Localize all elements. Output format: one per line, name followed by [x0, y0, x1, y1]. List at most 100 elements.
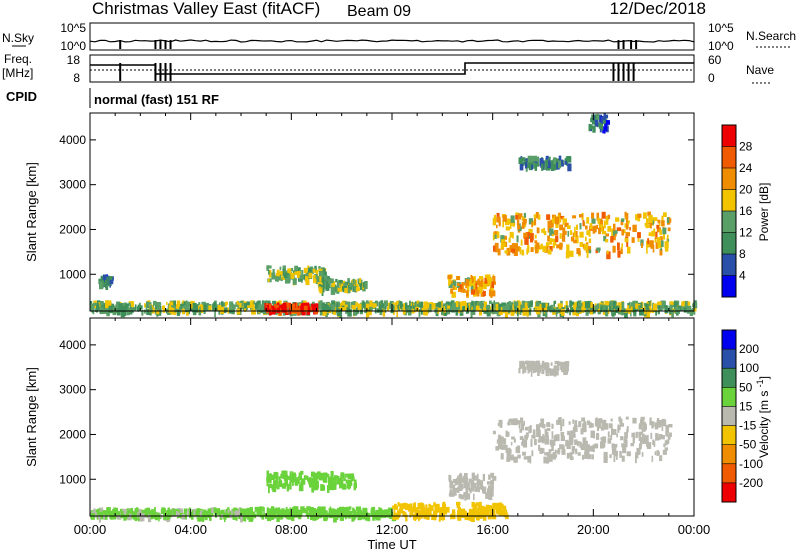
echo-cell — [640, 419, 643, 427]
echo-cell — [626, 451, 631, 457]
echo-cell — [314, 303, 319, 311]
colorbar-tick-label: 100 — [739, 361, 759, 375]
echo-cell — [612, 235, 616, 241]
echo-cell — [328, 512, 332, 517]
echo-cell — [594, 305, 598, 311]
echo-cell — [387, 507, 392, 513]
echo-cell — [635, 214, 638, 221]
echo-cell — [586, 421, 590, 425]
echo-cell — [289, 507, 292, 513]
echo-cell — [667, 238, 670, 243]
echo-cell — [647, 211, 651, 217]
echo-cell — [654, 451, 657, 456]
echo-cell — [313, 274, 318, 279]
echo-cell — [247, 508, 252, 515]
y-tick-label: 4000 — [59, 338, 86, 352]
echo-cell — [470, 274, 473, 279]
echo-cell — [349, 510, 353, 515]
echo-cell — [554, 216, 560, 225]
time-tick-label: 16:00 — [476, 522, 509, 537]
echo-cell — [327, 279, 332, 284]
echo-cell — [286, 302, 290, 309]
echo-cell — [555, 161, 557, 170]
echo-cell — [278, 308, 282, 316]
echo-cell — [366, 300, 369, 305]
echo-cell — [472, 508, 477, 515]
echo-cell — [275, 304, 279, 308]
echo-cell — [469, 278, 472, 287]
echo-cell — [657, 451, 660, 455]
echo-cell — [624, 237, 629, 243]
echo-cell — [480, 277, 484, 284]
echo-cell — [434, 506, 438, 511]
echo-cell — [646, 218, 649, 225]
echo-cell — [579, 242, 583, 247]
echo-cell — [276, 485, 280, 490]
echo-cell — [360, 283, 362, 291]
echo-cell — [624, 211, 627, 218]
echo-cell — [641, 419, 644, 426]
echo-cell — [328, 508, 332, 514]
echo-cell — [344, 304, 348, 310]
echo-cell — [519, 310, 522, 315]
echo-cell — [357, 278, 361, 284]
echo-cell — [98, 302, 101, 309]
echo-cell — [352, 286, 356, 292]
echo-cell — [183, 301, 187, 309]
echo-cell — [169, 301, 174, 306]
echo-cell — [452, 484, 456, 490]
echo-cell — [257, 307, 262, 313]
echo-cell — [448, 279, 452, 285]
echo-cell — [540, 366, 543, 369]
echo-cell — [285, 278, 290, 284]
echo-cell — [480, 281, 483, 288]
echo-cell — [406, 307, 410, 313]
echo-cell — [515, 304, 518, 311]
echo-cell — [656, 227, 661, 233]
echo-cell — [517, 225, 521, 230]
echo-cell — [364, 302, 367, 307]
echo-cell — [211, 512, 214, 516]
echo-cell — [399, 503, 402, 512]
echo-cell — [568, 421, 571, 425]
echo-cell — [409, 512, 414, 516]
echo-cell — [562, 418, 565, 427]
echo-cell — [627, 306, 631, 314]
echo-cell — [121, 306, 127, 311]
echo-cell — [275, 275, 279, 282]
echo-cell — [522, 161, 525, 166]
echo-cell — [571, 449, 575, 455]
colorbar-segment — [722, 211, 736, 233]
echo-cell — [486, 304, 491, 310]
echo-cell — [674, 306, 678, 314]
echo-cell — [330, 471, 334, 477]
echo-cell — [603, 120, 606, 124]
echo-cell — [276, 272, 280, 277]
echo-cell — [172, 308, 175, 313]
echo-cell — [566, 161, 569, 166]
echo-cell — [336, 303, 339, 309]
echo-cell — [493, 245, 496, 252]
echo-cell — [309, 303, 313, 309]
echo-cell — [525, 302, 528, 310]
echo-cell — [522, 439, 528, 448]
echo-cell — [225, 303, 227, 307]
echo-cell — [365, 309, 370, 318]
echo-cell — [104, 277, 108, 285]
y-tick-label: 3000 — [59, 178, 86, 192]
echo-cell — [340, 303, 345, 311]
echo-cell — [334, 475, 338, 479]
echo-cell — [586, 230, 591, 236]
echo-cell — [441, 309, 444, 316]
echo-cell — [538, 444, 541, 451]
echo-cell — [448, 278, 450, 286]
echo-cell — [534, 218, 537, 226]
echo-cell — [350, 476, 355, 482]
echo-cell — [604, 123, 608, 132]
echo-cell — [127, 513, 129, 518]
echo-cell — [666, 234, 669, 242]
echo-cell — [494, 245, 499, 253]
echo-cell — [576, 301, 579, 305]
power-ylabel: Slant Range [km] — [24, 162, 39, 262]
echo-cell — [315, 269, 319, 277]
